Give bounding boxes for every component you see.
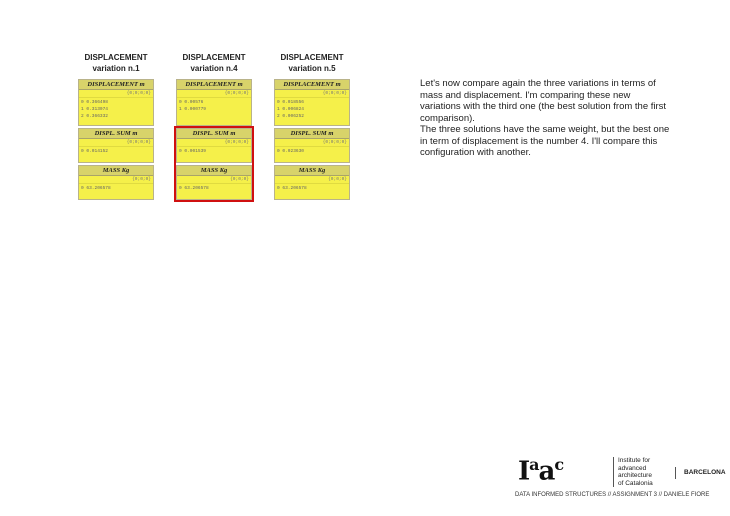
variation-title: DISPLACEMENT variation n.4 xyxy=(176,52,252,74)
data-path: {0;0;0} xyxy=(177,176,251,184)
mass-panel[interactable]: MASS Kg {0;0;0} 0 63.206578 xyxy=(176,165,252,200)
panel-header: MASS Kg xyxy=(79,166,153,176)
panel-value: 0 0.366498 xyxy=(81,100,109,105)
panel-value: 2 0.006252 xyxy=(277,114,305,119)
title-line: variation n.5 xyxy=(288,64,336,73)
title-line: DISPLACEMENT xyxy=(280,53,344,62)
data-path: {0;0;0} xyxy=(79,176,153,184)
displacement-panel[interactable]: DISPLACEMENT m {0;0;0;0} 0 0.366498 1 0.3… xyxy=(78,79,154,126)
data-path: {0;0;0;0} xyxy=(79,90,153,98)
variation-column: DISPLACEMENT variation n.4 DISPLACEMENT m… xyxy=(174,52,254,202)
panel-header: DISPLACEMENT m xyxy=(275,80,349,90)
title-line: variation n.4 xyxy=(190,64,238,73)
sum-mass-group: DISPL. SUM m {0;0;0;0} 0 0.014152 MASS K… xyxy=(78,128,154,200)
panel-header: DISPL. SUM m xyxy=(177,129,251,139)
panel-value: 0 0.00576 xyxy=(179,100,204,105)
displ-sum-panel[interactable]: DISPL. SUM m {0;0;0;0} 0 0.023630 xyxy=(274,128,350,163)
displ-sum-panel[interactable]: DISPL. SUM m {0;0;0;0} 0 0.014152 xyxy=(78,128,154,163)
panel-header: MASS Kg xyxy=(177,166,251,176)
panel-value: 0 63.206578 xyxy=(179,186,209,191)
panel-value: 1 0.006824 xyxy=(277,107,305,112)
panel-header: DISPLACEMENT m xyxy=(79,80,153,90)
panel-value: 0 63.206578 xyxy=(277,186,307,191)
panel-value: 0 0.018556 xyxy=(277,100,305,105)
title-line: DISPLACEMENT xyxy=(84,53,148,62)
variation-column: DISPLACEMENT variation n.1 DISPLACEMENT m… xyxy=(78,52,154,202)
description-text: Let's now compare again the three variat… xyxy=(420,78,670,158)
iaac-logo: Iaac xyxy=(518,455,564,487)
panel-value: 0 0.014152 xyxy=(81,149,109,154)
data-path: {0;0;0} xyxy=(275,176,349,184)
panel-value: 1 0.313074 xyxy=(81,107,109,112)
panel-value: 2 0.366332 xyxy=(81,114,109,119)
institute-line: of Catalonia xyxy=(618,479,653,487)
data-path: {0;0;0;0} xyxy=(177,90,251,98)
sum-mass-group: DISPL. SUM m {0;0;0;0} 0 0.023630 MASS K… xyxy=(274,128,350,200)
institute-line: advanced xyxy=(618,464,647,472)
mass-panel[interactable]: MASS Kg {0;0;0} 0 63.206578 xyxy=(78,165,154,200)
panel-header: DISPL. SUM m xyxy=(275,129,349,139)
panel-value: 1 0.000779 xyxy=(179,107,207,112)
displacement-panel[interactable]: DISPLACEMENT m {0;0;0;0} 0 0.018556 1 0.0… xyxy=(274,79,350,126)
sum-mass-group: DISPL. SUM m {0;0;0;0} 0 0.001539 MASS K… xyxy=(174,126,254,202)
panel-header: DISPL. SUM m xyxy=(79,129,153,139)
displ-sum-panel[interactable]: DISPL. SUM m {0;0;0;0} 0 0.001539 xyxy=(176,128,252,163)
data-path: {0;0;0;0} xyxy=(177,139,251,147)
panel-value: 0 0.023630 xyxy=(277,149,305,154)
displacement-panel[interactable]: DISPLACEMENT m {0;0;0;0} 0 0.00576 1 0.00… xyxy=(176,79,252,126)
title-line: variation n.1 xyxy=(92,64,140,73)
data-path: {0;0;0;0} xyxy=(275,90,349,98)
title-line: DISPLACEMENT xyxy=(182,53,246,62)
institute-name: Institute for advanced architecture of C… xyxy=(613,457,653,487)
panel-header: MASS Kg xyxy=(275,166,349,176)
panel-header: DISPLACEMENT m xyxy=(177,80,251,90)
panel-value: 0 0.001539 xyxy=(179,149,207,154)
mass-panel[interactable]: MASS Kg {0;0;0} 0 63.206578 xyxy=(274,165,350,200)
variation-column: DISPLACEMENT variation n.5 DISPLACEMENT m… xyxy=(274,52,350,202)
data-path: {0;0;0;0} xyxy=(275,139,349,147)
panel-value: 0 63.206578 xyxy=(81,186,111,191)
variation-title: DISPLACEMENT variation n.5 xyxy=(274,52,350,74)
institute-line: architecture xyxy=(618,472,652,479)
footer-text: DATA INFORMED STRUCTURES // ASSIGNMENT 3… xyxy=(515,492,710,498)
variation-title: DISPLACEMENT variation n.1 xyxy=(78,52,154,74)
city-label: BARCELONA xyxy=(675,467,726,479)
institute-line: Institute for xyxy=(618,457,651,464)
data-path: {0;0;0;0} xyxy=(79,139,153,147)
